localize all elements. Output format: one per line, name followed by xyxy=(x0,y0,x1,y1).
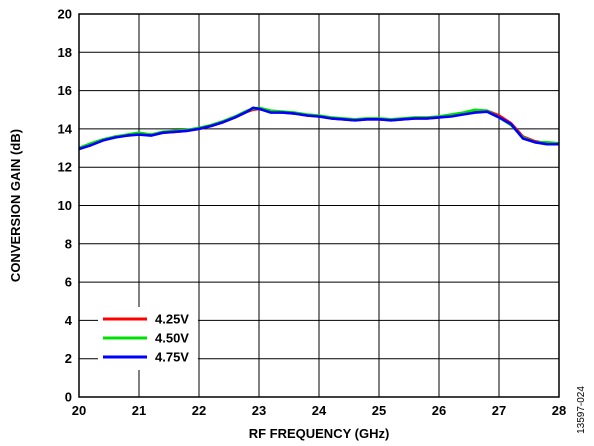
x-tick-label: 25 xyxy=(372,403,386,418)
y-tick-label: 0 xyxy=(65,390,72,405)
y-tick-label: 8 xyxy=(65,236,72,251)
series-line-3 xyxy=(78,106,559,151)
y-tick-label: 10 xyxy=(58,198,72,213)
y-tick-label: 2 xyxy=(65,351,72,366)
series-group xyxy=(78,106,560,151)
y-tick-label: 14 xyxy=(58,121,73,136)
x-tick-label: 21 xyxy=(132,403,146,418)
y-axis-label: CONVERSION GAIN (dB) xyxy=(8,129,23,282)
legend: 4.25V 4.50V 4.75V xyxy=(98,307,198,370)
y-tick-label: 12 xyxy=(58,160,72,175)
x-tick-label: 20 xyxy=(72,403,86,418)
x-axis-ticks: 20 21 22 23 24 25 26 27 28 xyxy=(72,403,566,418)
x-tick-label: 22 xyxy=(192,403,206,418)
plot-frame xyxy=(78,13,560,398)
y-tick-label: 16 xyxy=(58,83,72,98)
y-tick-label: 4 xyxy=(65,313,73,328)
legend-label-3: 4.75V xyxy=(155,350,189,365)
y-tick-label: 6 xyxy=(65,275,72,290)
legend-label-1: 4.25V xyxy=(155,312,189,327)
x-axis-label: RF FREQUENCY (GHz) xyxy=(249,426,390,441)
x-tick-label: 24 xyxy=(312,403,327,418)
y-tick-label: 20 xyxy=(58,7,72,22)
y-tick-label: 18 xyxy=(58,45,72,60)
legend-label-2: 4.50V xyxy=(155,331,189,346)
x-tick-label: 26 xyxy=(432,403,446,418)
x-tick-label: 27 xyxy=(492,403,506,418)
x-tick-label: 23 xyxy=(252,403,266,418)
figure-id: 13597-024 xyxy=(576,386,587,434)
x-tick-label: 28 xyxy=(552,403,566,418)
y-axis-ticks: 0 2 4 6 8 10 12 14 16 18 20 xyxy=(58,7,73,405)
